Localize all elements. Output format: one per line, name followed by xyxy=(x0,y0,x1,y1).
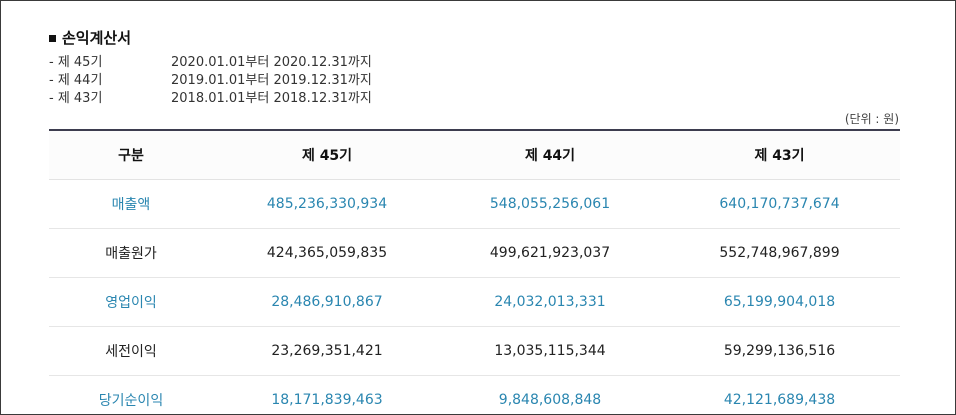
bullet-square-icon xyxy=(49,34,56,42)
value-43: 552,748,967,899 xyxy=(659,228,900,278)
period-label: - 제 45기 xyxy=(49,55,103,70)
period-range: 2019.01.01부터 2019.12.31까지 xyxy=(171,73,372,88)
period-list: - 제 45기 2020.01.01부터 2020.12.31까지 - 제 44기… xyxy=(49,54,372,108)
period-label: - 제 44기 xyxy=(49,73,103,88)
value-45: 485,236,330,934 xyxy=(213,179,441,229)
period-row: - 제 44기 2019.01.01부터 2019.12.31까지 xyxy=(49,72,372,90)
table-row: 세전이익 23,269,351,421 13,035,115,344 59,29… xyxy=(49,326,900,376)
header-period-44: 제 44기 xyxy=(441,129,659,180)
value-45: 18,171,839,463 xyxy=(213,375,441,414)
value-44: 9,848,608,848 xyxy=(441,375,659,414)
table-row: 영업이익 28,486,910,867 24,032,013,331 65,19… xyxy=(49,277,900,327)
table-row: 당기순이익 18,171,839,463 9,848,608,848 42,12… xyxy=(49,375,900,414)
income-statement-table: 구분 제 45기 제 44기 제 43기 매출액 485,236,330,934… xyxy=(49,129,900,414)
value-44: 499,621,923,037 xyxy=(441,228,659,278)
value-45: 424,365,059,835 xyxy=(213,228,441,278)
header-category: 구분 xyxy=(49,129,213,180)
row-item: 매출원가 xyxy=(49,228,213,278)
period-range: 2020.01.01부터 2020.12.31까지 xyxy=(171,55,372,70)
table-row: 매출액 485,236,330,934 548,055,256,061 640,… xyxy=(49,179,900,229)
unit-note: (단위 : 원) xyxy=(844,112,899,126)
value-45: 23,269,351,421 xyxy=(213,326,441,376)
section-title: 손익계산서 xyxy=(49,27,131,48)
value-43: 640,170,737,674 xyxy=(659,179,900,229)
row-item: 세전이익 xyxy=(49,326,213,376)
value-44: 24,032,013,331 xyxy=(441,277,659,327)
value-44: 13,035,115,344 xyxy=(441,326,659,376)
header-period-45: 제 45기 xyxy=(213,129,441,180)
row-item: 영업이익 xyxy=(49,277,213,327)
table-row: 매출원가 424,365,059,835 499,621,923,037 552… xyxy=(49,228,900,278)
period-label: - 제 43기 xyxy=(49,91,103,106)
value-45: 28,486,910,867 xyxy=(213,277,441,327)
value-43: 59,299,136,516 xyxy=(659,326,900,376)
section-title-text: 손익계산서 xyxy=(62,29,132,47)
value-43: 65,199,904,018 xyxy=(659,277,900,327)
table-header-row: 구분 제 45기 제 44기 제 43기 xyxy=(49,129,900,180)
header-period-43: 제 43기 xyxy=(659,129,900,180)
period-row: - 제 43기 2018.01.01부터 2018.12.31까지 xyxy=(49,90,372,108)
value-43: 42,121,689,438 xyxy=(659,375,900,414)
value-44: 548,055,256,061 xyxy=(441,179,659,229)
period-row: - 제 45기 2020.01.01부터 2020.12.31까지 xyxy=(49,54,372,72)
row-item: 매출액 xyxy=(49,179,213,229)
row-item: 당기순이익 xyxy=(49,375,213,414)
period-range: 2018.01.01부터 2018.12.31까지 xyxy=(171,91,372,106)
